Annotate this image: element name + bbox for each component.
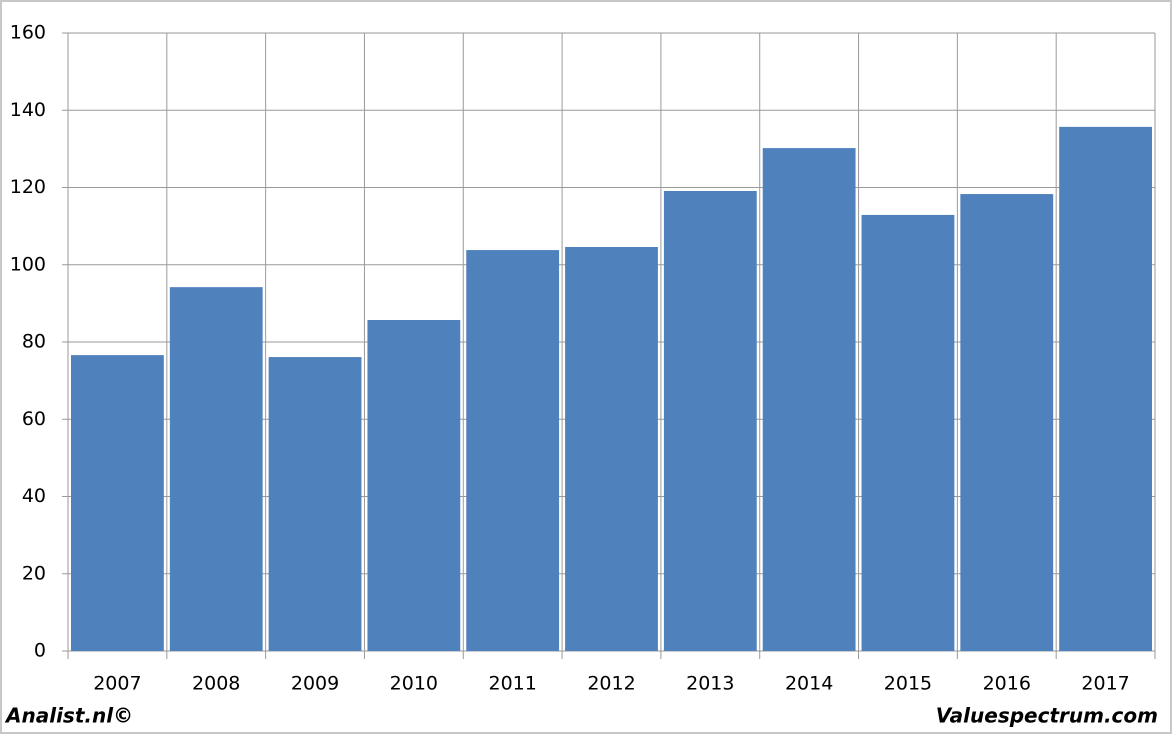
y-tick-label: 80 <box>22 331 46 353</box>
bar <box>565 246 658 652</box>
x-tick-label: 2016 <box>983 673 1031 695</box>
y-tick-label: 160 <box>10 22 46 44</box>
bar <box>268 357 362 651</box>
x-tick-label: 2010 <box>390 673 438 695</box>
bar <box>861 214 955 651</box>
bar <box>71 355 164 651</box>
y-tick-label: 140 <box>10 99 46 121</box>
bar <box>762 148 856 652</box>
x-tick-label: 2015 <box>884 673 932 695</box>
y-tick-label: 40 <box>22 485 46 507</box>
footer-left: Analist.nl© <box>4 704 133 728</box>
x-tick-label: 2011 <box>489 673 537 695</box>
y-tick-label: 60 <box>22 408 46 430</box>
footer-right: Valuespectrum.com <box>936 704 1158 728</box>
y-tick-label: 0 <box>34 640 46 662</box>
y-tick-label: 120 <box>10 176 46 198</box>
x-tick-label: 2008 <box>192 673 240 695</box>
bar <box>960 194 1054 651</box>
x-tick-label: 2009 <box>291 673 339 695</box>
y-tick-label: 100 <box>10 253 46 275</box>
x-tick-label: 2007 <box>93 673 141 695</box>
x-tick-label: 2017 <box>1081 673 1129 695</box>
x-tick-label: 2013 <box>686 673 734 695</box>
bar <box>663 190 757 651</box>
bar <box>169 287 263 651</box>
x-tick-label: 2012 <box>587 673 635 695</box>
bar <box>1059 126 1152 651</box>
y-tick-label: 20 <box>22 562 46 584</box>
bar <box>466 250 560 651</box>
bar <box>367 319 461 651</box>
x-tick-label: 2014 <box>785 673 833 695</box>
